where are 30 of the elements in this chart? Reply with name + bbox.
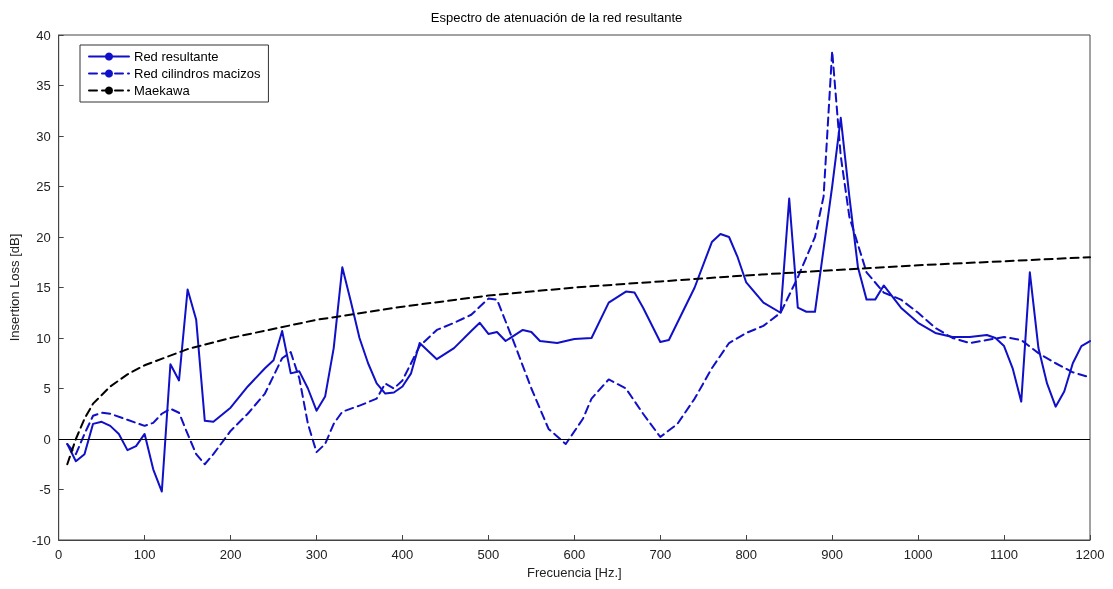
y-tick-label: 5	[43, 381, 51, 396]
x-tick-label: 100	[133, 547, 156, 562]
y-tick-label: -10	[31, 532, 51, 548]
x-tick-label: 1100	[990, 547, 1019, 562]
legend-label: Red cilindros macizos	[134, 66, 261, 81]
legend-label: Maekawa	[134, 83, 191, 98]
x-tick-label: 500	[477, 547, 500, 562]
x-tick-label: 700	[649, 547, 672, 562]
y-axis-title: Insertion Loss [dB]	[7, 233, 22, 342]
x-tick-label: 800	[735, 547, 758, 562]
y-tick-label: 10	[36, 330, 51, 346]
y-tick-label: 40	[36, 27, 51, 43]
x-tick-label: 200	[219, 547, 242, 562]
y-tick-label: 35	[36, 78, 51, 93]
x-tick-label: 900	[821, 547, 844, 562]
x-tick-label: 400	[391, 547, 414, 562]
chart-title: Espectro de atenuación de la red resultante	[430, 10, 683, 25]
x-tick-label: 1200	[1075, 547, 1105, 562]
y-tick-label: 20	[36, 229, 51, 245]
y-tick-label: 0	[43, 431, 51, 447]
x-tick-label: 600	[563, 547, 586, 562]
x-tick-label: 0	[55, 547, 63, 562]
y-tick-label: -5	[39, 482, 51, 497]
x-tick-label: 1000	[903, 547, 933, 562]
legend-label: Red resultante	[134, 49, 219, 64]
y-tick-label: 30	[36, 128, 51, 144]
x-tick-label: 300	[305, 547, 328, 562]
y-tick-label: 25	[36, 179, 51, 194]
x-axis-title: Frecuencia [Hz.]	[527, 564, 622, 580]
y-tick-label: 15	[36, 280, 51, 295]
